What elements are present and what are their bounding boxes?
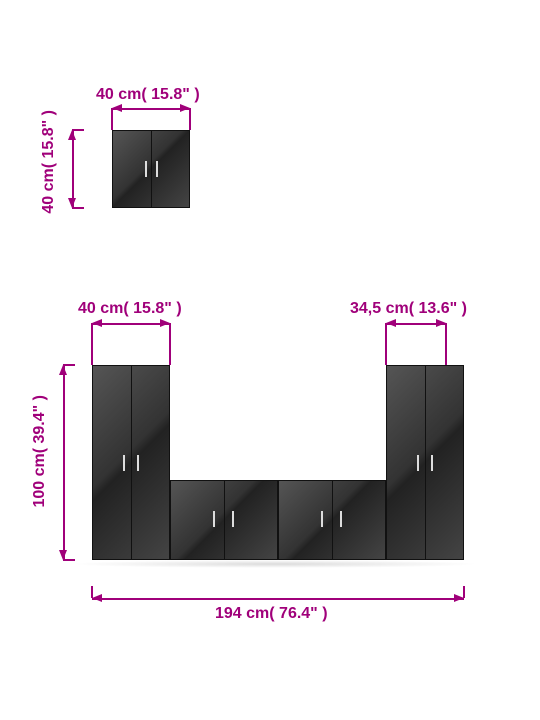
dim-right-width-label: 34,5 cm( 13.6" )	[350, 300, 467, 318]
dim-height-label: 100 cm( 39.4" )	[31, 395, 49, 508]
dim-total-width-line	[92, 598, 464, 600]
dim-left-width-line	[92, 323, 170, 325]
mid-left-cabinet	[170, 480, 278, 560]
dim-top-height-label: 40 cm( 15.8" )	[40, 110, 58, 214]
dim-left-width-label: 40 cm( 15.8" )	[78, 300, 182, 318]
left-tall-cabinet	[92, 365, 170, 560]
dim-top-width-line	[112, 108, 190, 110]
dimension-diagram: 40 cm( 15.8" ) 40 cm( 15.8" ) 40 cm	[0, 0, 540, 720]
dim-height-line	[63, 365, 65, 560]
top-cabinet	[112, 130, 190, 208]
dim-top-height-line	[72, 130, 74, 208]
mid-right-cabinet	[278, 480, 386, 560]
right-tall-cabinet	[386, 365, 464, 560]
dim-top-width-label: 40 cm( 15.8" )	[96, 86, 200, 104]
dim-total-width-label: 194 cm( 76.4" )	[215, 605, 328, 623]
